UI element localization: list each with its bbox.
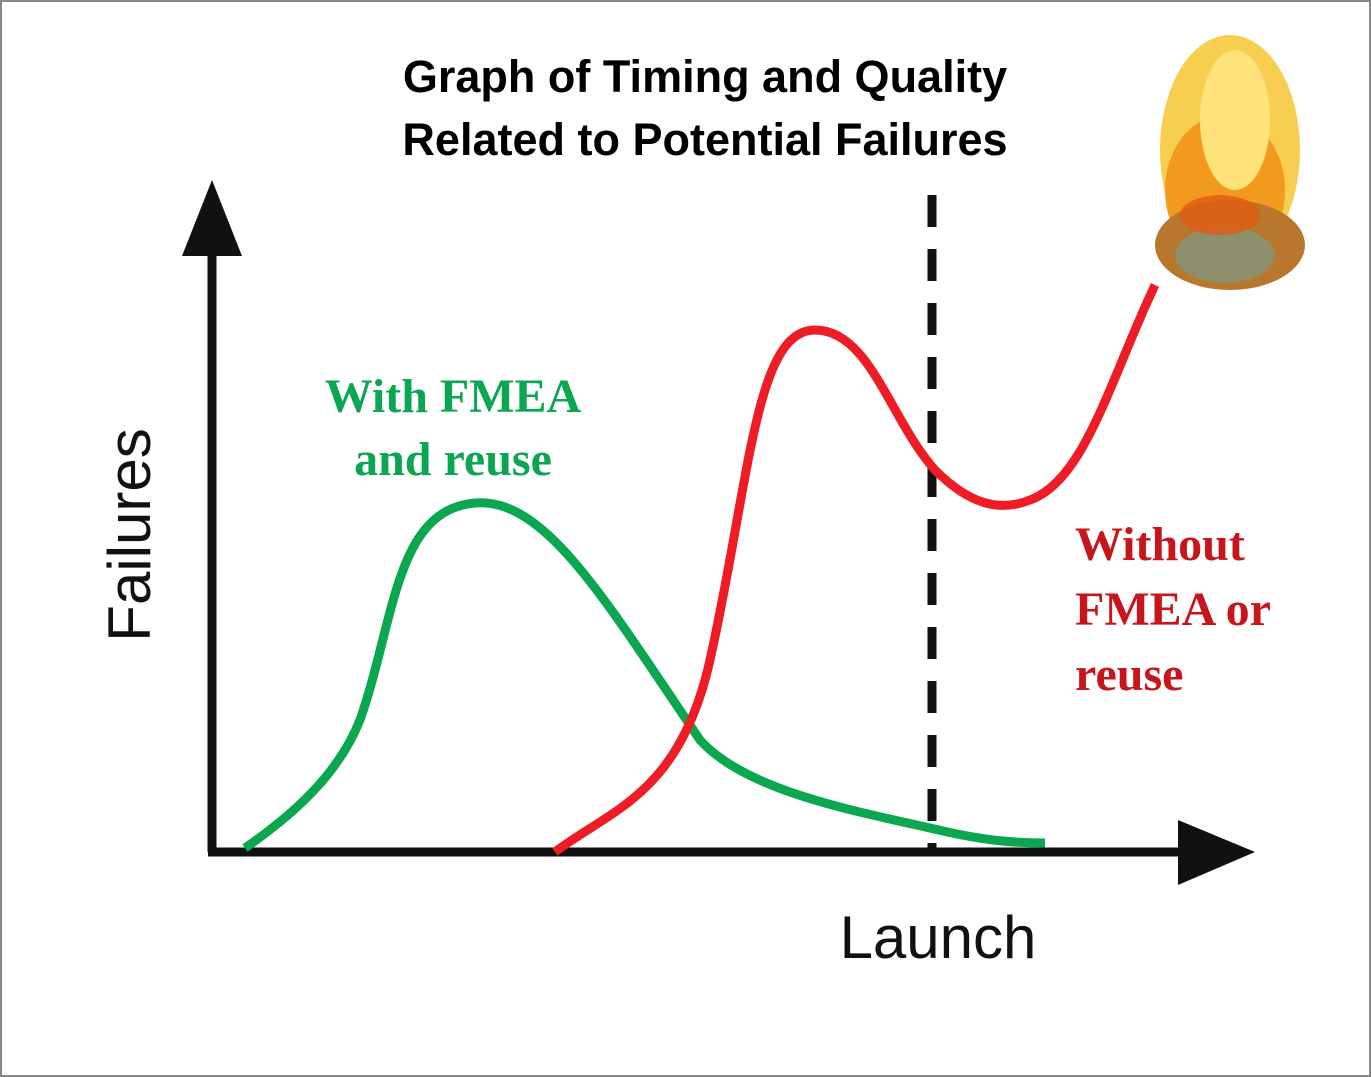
- title-line: Graph of Timing and Quality: [403, 51, 1007, 102]
- with-label: With FMEA: [325, 370, 582, 423]
- with-label: and reuse: [354, 433, 552, 486]
- without-label: reuse: [1075, 648, 1183, 701]
- y-axis-label: Failures: [96, 428, 163, 641]
- title-line: Related to Potential Failures: [402, 114, 1007, 165]
- without-label: Without: [1075, 518, 1245, 571]
- x-axis-label: Launch: [840, 904, 1037, 971]
- without-label: FMEA or: [1075, 583, 1271, 636]
- diagram: Graph of Timing and Quality Related to P…: [0, 0, 1371, 1077]
